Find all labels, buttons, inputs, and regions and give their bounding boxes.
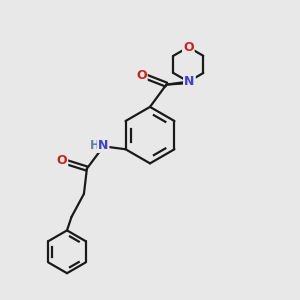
Text: H: H — [89, 139, 99, 152]
Text: O: O — [136, 69, 147, 82]
Text: N: N — [184, 75, 195, 88]
Text: O: O — [183, 41, 194, 54]
Text: N: N — [98, 139, 108, 152]
Text: N: N — [184, 75, 194, 88]
Text: O: O — [57, 154, 67, 167]
